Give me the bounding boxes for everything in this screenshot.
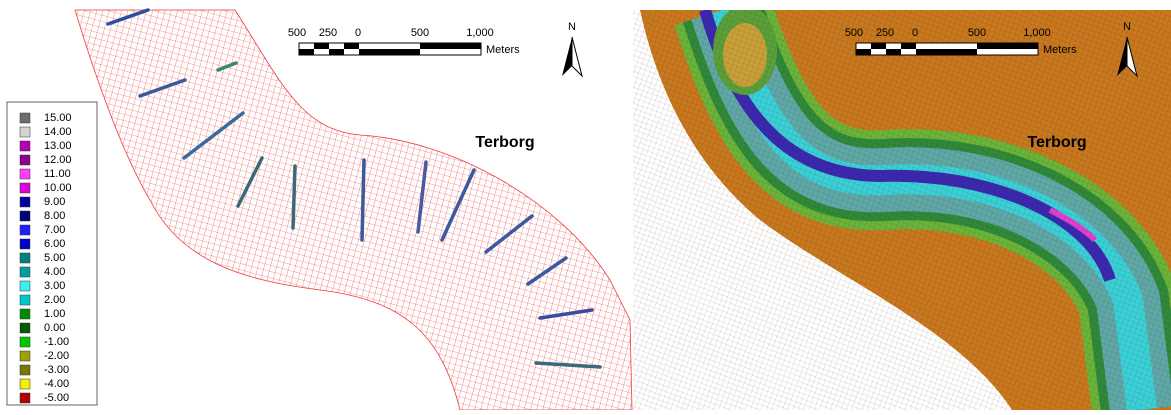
place-label: Terborg (475, 134, 534, 151)
legend-swatch (20, 309, 30, 319)
scale-label: 250 (319, 27, 337, 39)
legend-label: 6.00 (44, 238, 65, 250)
scale-label: 500 (411, 27, 429, 39)
scale-label: 500 (288, 27, 306, 39)
scale-label: 0 (355, 27, 361, 39)
legend-swatch (20, 141, 30, 151)
legend-swatch (20, 253, 30, 263)
scale-label: 250 (876, 27, 894, 39)
legend-swatch (20, 113, 30, 123)
legend-swatch (20, 267, 30, 277)
north-label: N (568, 21, 576, 33)
legend-label: 12.00 (44, 154, 72, 166)
north-arrow (562, 37, 572, 76)
legend-label: 1.00 (44, 308, 65, 320)
legend-swatch (20, 281, 30, 291)
scale-label: 1,000 (466, 27, 494, 39)
legend-swatch (20, 379, 30, 389)
legend-label: -3.00 (44, 364, 69, 376)
legend-label: 5.00 (44, 252, 65, 264)
legend-label: 9.00 (44, 196, 65, 208)
scale-segment (886, 49, 901, 55)
scale-label: 1,000 (1023, 27, 1051, 39)
legend-label: 0.00 (44, 322, 65, 334)
north-arrow (572, 37, 582, 76)
legend-swatch (20, 155, 30, 165)
legend-label: 8.00 (44, 210, 65, 222)
legend-swatch (20, 393, 30, 403)
scale-segment (359, 49, 420, 55)
north-label: N (1123, 21, 1131, 33)
scale-segment (329, 49, 344, 55)
legend-label: 7.00 (44, 224, 65, 236)
legend-label: 14.00 (44, 126, 72, 138)
place-label: Terborg (1027, 134, 1086, 151)
left-mesh (75, 10, 632, 410)
scale-unit: Meters (1043, 44, 1077, 56)
scale-segment (871, 43, 886, 49)
legend-label: 10.00 (44, 182, 72, 194)
legend-swatch (20, 225, 30, 235)
scale-segment (344, 43, 359, 49)
legend-label: 11.00 (44, 168, 71, 180)
legend-label: -1.00 (44, 336, 69, 348)
legend-swatch (20, 337, 30, 347)
legend-label: -4.00 (44, 378, 69, 390)
legend-swatch (20, 239, 30, 249)
figure: 15.00 14.00 13.00 12.00 11.00 10.00 9.00 8.00 7.… (0, 0, 1171, 410)
scale-label: 0 (912, 27, 918, 39)
scale-segment (314, 43, 329, 49)
scale-label: 500 (845, 27, 863, 39)
legend-label: 4.00 (44, 266, 65, 278)
legend-label: 2.00 (44, 294, 65, 306)
legend-label: 15.00 (44, 112, 72, 124)
legend-label: 13.00 (44, 140, 72, 152)
scale-segment (977, 43, 1038, 49)
legend-swatch (20, 127, 30, 137)
scale-segment (299, 49, 314, 55)
legend-swatch (20, 169, 30, 179)
scale-segment (901, 43, 916, 49)
legend-label: -5.00 (44, 392, 69, 404)
scale-label: 500 (968, 27, 986, 39)
legend-label: -2.00 (44, 350, 69, 362)
right-map (633, 5, 1171, 410)
legend-swatch (20, 183, 30, 193)
legend-swatch (20, 365, 30, 375)
legend-swatch (20, 323, 30, 333)
legend: 15.00 14.00 13.00 12.00 11.00 10.00 9.00 8.00 7.… (7, 102, 97, 405)
legend-swatch (20, 211, 30, 221)
scale-unit: Meters (486, 44, 520, 56)
legend-swatch (20, 351, 30, 361)
legend-label: 3.00 (44, 280, 65, 292)
legend-swatch (20, 197, 30, 207)
scale-segment (916, 49, 977, 55)
scale-segment (856, 49, 871, 55)
scale-segment (420, 43, 481, 49)
legend-swatch (20, 295, 30, 305)
